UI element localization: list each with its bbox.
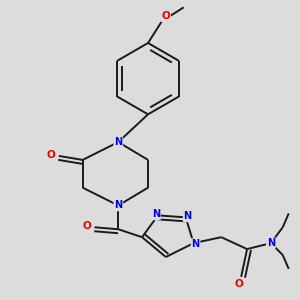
Text: N: N (184, 212, 192, 221)
Text: N: N (114, 200, 122, 211)
Text: O: O (82, 221, 91, 231)
Text: N: N (114, 137, 122, 147)
Text: O: O (46, 150, 55, 160)
Text: N: N (191, 239, 200, 249)
Text: N: N (267, 238, 275, 248)
Text: O: O (161, 11, 170, 21)
Text: N: N (152, 209, 160, 219)
Text: O: O (235, 279, 244, 289)
